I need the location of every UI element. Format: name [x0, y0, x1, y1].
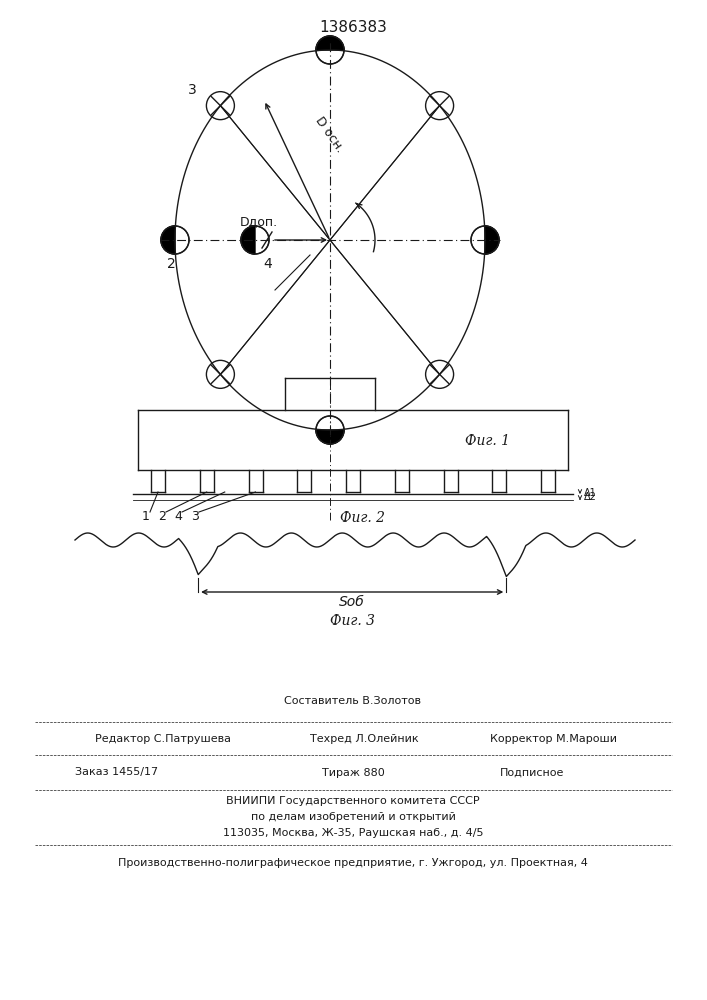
Wedge shape [485, 226, 499, 254]
Text: D осн.: D осн. [312, 114, 346, 155]
Text: по делам изобретений и открытий: по делам изобретений и открытий [250, 812, 455, 822]
Text: Редактор С.Патрушева: Редактор С.Патрушева [95, 734, 231, 744]
Circle shape [206, 92, 235, 120]
Text: Фиг. 2: Фиг. 2 [340, 511, 385, 525]
Wedge shape [316, 36, 344, 50]
Text: Фиг. 1: Фиг. 1 [465, 434, 510, 448]
Text: Техред Л.Олейник: Техред Л.Олейник [310, 734, 419, 744]
Text: Подписное: Подписное [500, 768, 564, 778]
Text: Sоб: Sоб [339, 595, 365, 609]
Text: Заказ 1455/17: Заказ 1455/17 [75, 768, 158, 778]
Circle shape [206, 360, 235, 388]
Circle shape [241, 226, 269, 254]
Circle shape [161, 226, 189, 254]
Circle shape [426, 92, 454, 120]
Text: Δ1: Δ1 [584, 488, 597, 498]
Text: 1: 1 [142, 510, 150, 523]
Wedge shape [241, 226, 255, 254]
Circle shape [316, 416, 344, 444]
Text: Составитель В.Золотов: Составитель В.Золотов [284, 696, 421, 706]
Wedge shape [161, 226, 175, 254]
Text: Корректор М.Мароши: Корректор М.Мароши [490, 734, 617, 744]
Text: 1386383: 1386383 [319, 19, 387, 34]
Text: 4: 4 [174, 510, 182, 523]
Text: Фиг. 3: Фиг. 3 [329, 614, 375, 628]
Text: Тираж 880: Тираж 880 [322, 768, 385, 778]
Text: 2: 2 [167, 257, 176, 271]
Wedge shape [316, 430, 344, 444]
Text: 2: 2 [158, 510, 166, 523]
Circle shape [316, 36, 344, 64]
Text: Dдоп.: Dдоп. [240, 215, 278, 228]
Text: 3: 3 [191, 510, 199, 523]
Circle shape [426, 360, 454, 388]
Text: Производственно-полиграфическое предприятие, г. Ужгород, ул. Проектная, 4: Производственно-полиграфическое предприя… [118, 857, 588, 867]
Text: 4: 4 [263, 257, 271, 271]
Text: 113035, Москва, Ж-35, Раушская наб., д. 4/5: 113035, Москва, Ж-35, Раушская наб., д. … [223, 828, 484, 838]
Circle shape [471, 226, 499, 254]
Text: ВНИИПИ Государственного комитета СССР: ВНИИПИ Государственного комитета СССР [226, 796, 480, 806]
Text: 3: 3 [188, 83, 197, 97]
Text: Δ2: Δ2 [584, 492, 597, 502]
